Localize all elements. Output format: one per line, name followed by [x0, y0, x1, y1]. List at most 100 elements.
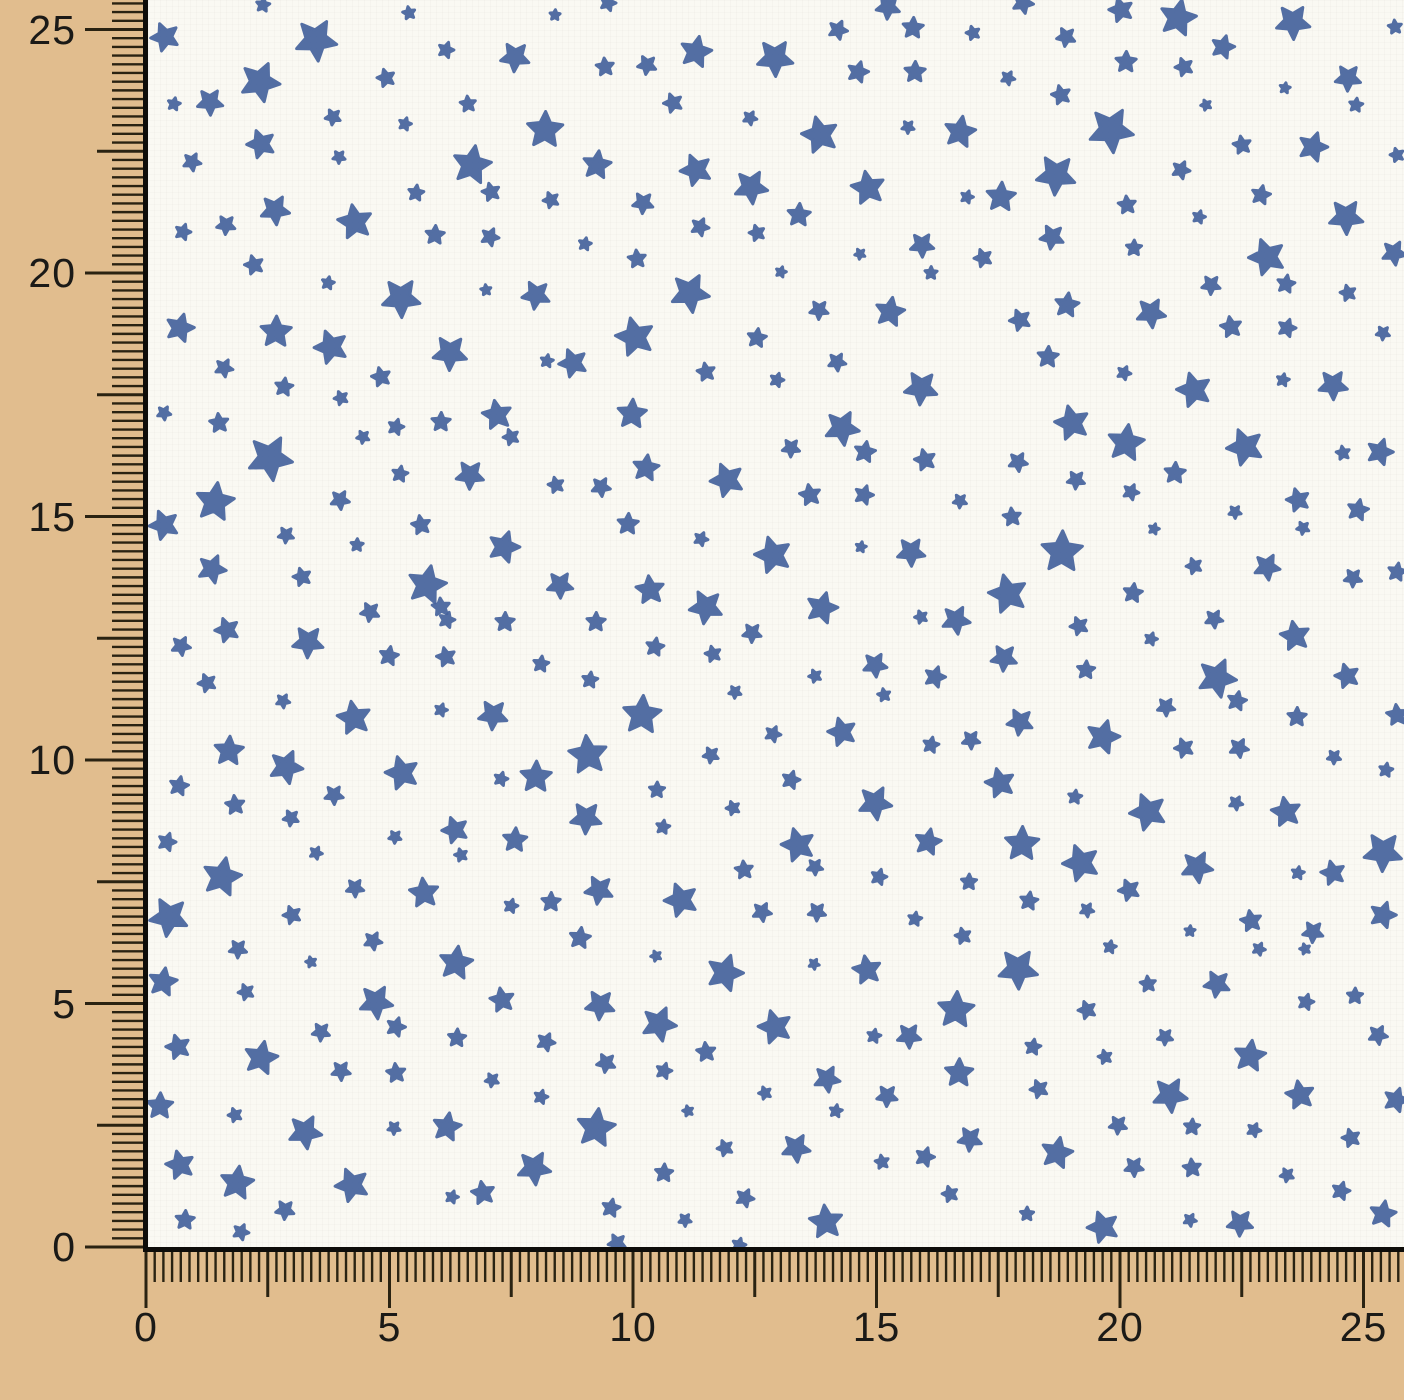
star — [1384, 1086, 1404, 1114]
star — [255, 0, 272, 13]
star — [1007, 308, 1031, 332]
star — [1152, 1078, 1189, 1114]
star — [1050, 84, 1071, 106]
star — [757, 1085, 772, 1101]
star — [1116, 878, 1140, 902]
star — [440, 816, 468, 845]
star — [379, 645, 400, 667]
star — [1040, 529, 1084, 572]
star — [243, 254, 264, 276]
star — [1338, 283, 1357, 302]
star — [1211, 34, 1237, 60]
star — [359, 985, 395, 1021]
star — [1346, 986, 1365, 1005]
star — [291, 566, 311, 587]
star — [546, 475, 565, 494]
star — [1269, 795, 1301, 827]
star — [232, 1223, 251, 1242]
star — [1386, 18, 1403, 35]
star — [321, 275, 336, 291]
left-ruler-number-10: 10 — [28, 737, 76, 783]
star — [1138, 974, 1157, 993]
star — [1054, 291, 1081, 318]
star — [387, 417, 406, 436]
star — [1348, 96, 1365, 113]
star — [158, 831, 178, 853]
star — [533, 1088, 550, 1105]
star — [1019, 1205, 1036, 1222]
star — [1181, 851, 1215, 885]
star — [1005, 708, 1034, 737]
star — [972, 248, 992, 269]
star — [526, 110, 565, 147]
star — [753, 535, 790, 574]
star — [259, 195, 291, 227]
star — [870, 867, 889, 886]
star — [922, 735, 941, 754]
star — [1370, 900, 1398, 930]
star — [782, 769, 802, 790]
star — [1374, 325, 1391, 342]
star — [408, 564, 448, 605]
star — [224, 794, 246, 815]
star — [595, 1053, 617, 1074]
star — [854, 440, 877, 463]
star — [715, 1139, 734, 1158]
star — [182, 152, 203, 173]
star — [148, 966, 179, 997]
star — [557, 348, 587, 379]
star — [874, 0, 901, 21]
star — [539, 353, 555, 369]
star — [915, 827, 943, 856]
star — [1276, 273, 1297, 294]
star — [248, 436, 294, 483]
star — [330, 1061, 352, 1082]
star — [215, 215, 237, 236]
star — [824, 411, 861, 447]
left-ruler-number-15: 15 — [28, 493, 76, 540]
star — [1362, 834, 1403, 874]
star — [166, 312, 196, 343]
star — [903, 59, 927, 83]
star — [1076, 659, 1097, 680]
star — [847, 60, 871, 84]
star — [687, 590, 723, 626]
star — [1055, 27, 1077, 48]
star — [961, 731, 982, 751]
star — [540, 891, 562, 912]
star — [581, 670, 600, 689]
star — [208, 412, 230, 433]
star — [196, 89, 225, 117]
star — [383, 755, 418, 791]
star — [281, 809, 300, 828]
star — [903, 372, 939, 407]
star — [375, 67, 395, 88]
star — [915, 1146, 936, 1168]
star — [1295, 520, 1311, 536]
star — [727, 685, 743, 700]
star — [220, 1164, 256, 1200]
star — [480, 181, 501, 202]
star — [896, 538, 927, 568]
star — [167, 96, 182, 112]
star — [304, 955, 317, 969]
star — [1007, 452, 1029, 473]
star — [1107, 0, 1133, 23]
star — [670, 274, 711, 314]
star — [583, 875, 614, 906]
star — [1076, 1000, 1096, 1021]
star — [386, 1121, 402, 1136]
star — [458, 94, 477, 113]
star — [1299, 131, 1330, 163]
star — [636, 55, 658, 76]
star — [386, 1016, 407, 1038]
star — [236, 983, 255, 1002]
star — [807, 668, 822, 684]
star — [517, 1151, 553, 1187]
star — [960, 189, 975, 205]
star — [532, 654, 551, 673]
star — [438, 610, 457, 629]
star — [203, 856, 243, 897]
star — [1067, 788, 1084, 805]
